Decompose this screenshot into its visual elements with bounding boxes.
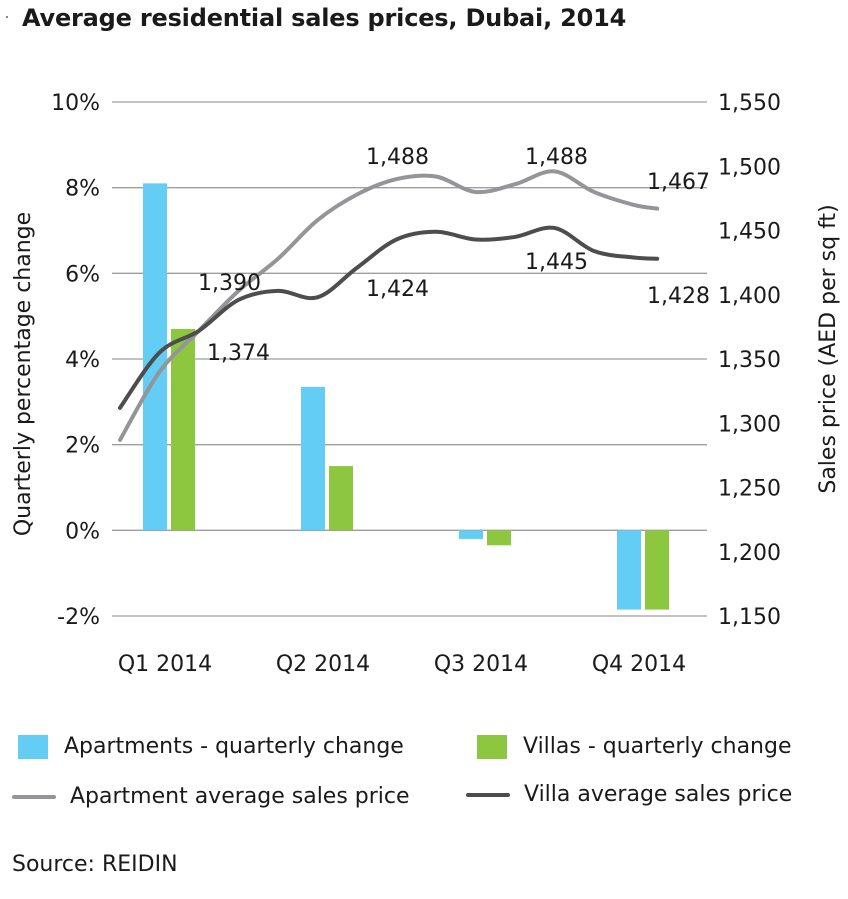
legend-swatch-villa-line (466, 792, 510, 797)
villa-change-bar (487, 530, 511, 546)
price-annotation: 1,428 (647, 284, 710, 309)
apartment-change-bar (617, 530, 641, 610)
legend-label-villas-change: Villas - quarterly change (523, 734, 792, 759)
legend-apartments-change: Apartments - quarterly change (18, 734, 404, 759)
y2-tick-label: 1,350 (718, 348, 781, 373)
y-tick-label: 0% (65, 519, 100, 544)
chart-title: Average residential sales prices, Dubai,… (22, 4, 627, 32)
price-annotation: 1,424 (366, 277, 429, 302)
y-tick-label: -2% (57, 605, 100, 630)
chart-area: -2% 0% 2% 4% 6% 8% 10% 1,150 1,200 1,250 1,300 1,35… (11, 91, 841, 677)
legend-swatch-villas-bar (477, 734, 507, 759)
legend-label-villa-price: Villa average sales price (524, 782, 793, 807)
price-annotation: 1,445 (525, 250, 588, 275)
y2-tick-label: 1,500 (718, 155, 781, 180)
y-tick-label: 10% (51, 91, 100, 116)
y2-tick-label: 1,300 (718, 412, 781, 437)
villa-change-bar (329, 466, 353, 531)
corner-mark (6, 16, 8, 18)
apartment-price-line (118, 169, 660, 442)
x-tick-label: Q4 2014 (592, 652, 686, 677)
legend-villas-change: Villas - quarterly change (477, 734, 792, 759)
price-annotation: 1,488 (525, 145, 588, 170)
y2-tick-label: 1,550 (718, 91, 781, 116)
apartment-change-bar (301, 386, 325, 531)
y-tick-label: 6% (65, 262, 100, 287)
source-note: Source: REIDIN (12, 852, 178, 877)
legend-villa-price: Villa average sales price (466, 782, 792, 807)
y2-tick-label: 1,450 (718, 220, 781, 245)
x-tick-label: Q3 2014 (434, 652, 528, 677)
price-annotation: 1,488 (366, 145, 429, 170)
y2-axis-title: Sales price (AED per sq ft) (816, 204, 841, 493)
villa-price-line (118, 225, 660, 410)
y2-tick-label: 1,400 (718, 284, 781, 309)
price-annotation: 1,467 (647, 170, 710, 195)
y2-tick-label: 1,250 (718, 477, 781, 502)
villa-change-bar (171, 329, 195, 531)
price-annotation: 1,374 (207, 341, 270, 366)
legend-label-apartments-change: Apartments - quarterly change (64, 734, 404, 759)
y-tick-label: 4% (65, 348, 100, 373)
y-tick-label: 2% (65, 434, 100, 459)
y2-tick-label: 1,150 (718, 605, 781, 630)
legend-label-apartment-price: Apartment average sales price (70, 784, 410, 809)
y-axis-title: Quarterly percentage change (11, 212, 36, 536)
legend-swatch-apartments-bar (18, 734, 48, 759)
price-annotation: 1,390 (198, 271, 261, 296)
x-tick-label: Q2 2014 (276, 652, 370, 677)
legend-apartment-price: Apartment average sales price (12, 784, 410, 809)
legend-swatch-apartment-line (12, 794, 56, 799)
villa-change-bar (645, 530, 669, 610)
x-tick-label: Q1 2014 (118, 652, 212, 677)
y2-tick-label: 1,200 (718, 541, 781, 566)
y-tick-label: 8% (65, 177, 100, 202)
apartment-change-bar (459, 530, 483, 539)
